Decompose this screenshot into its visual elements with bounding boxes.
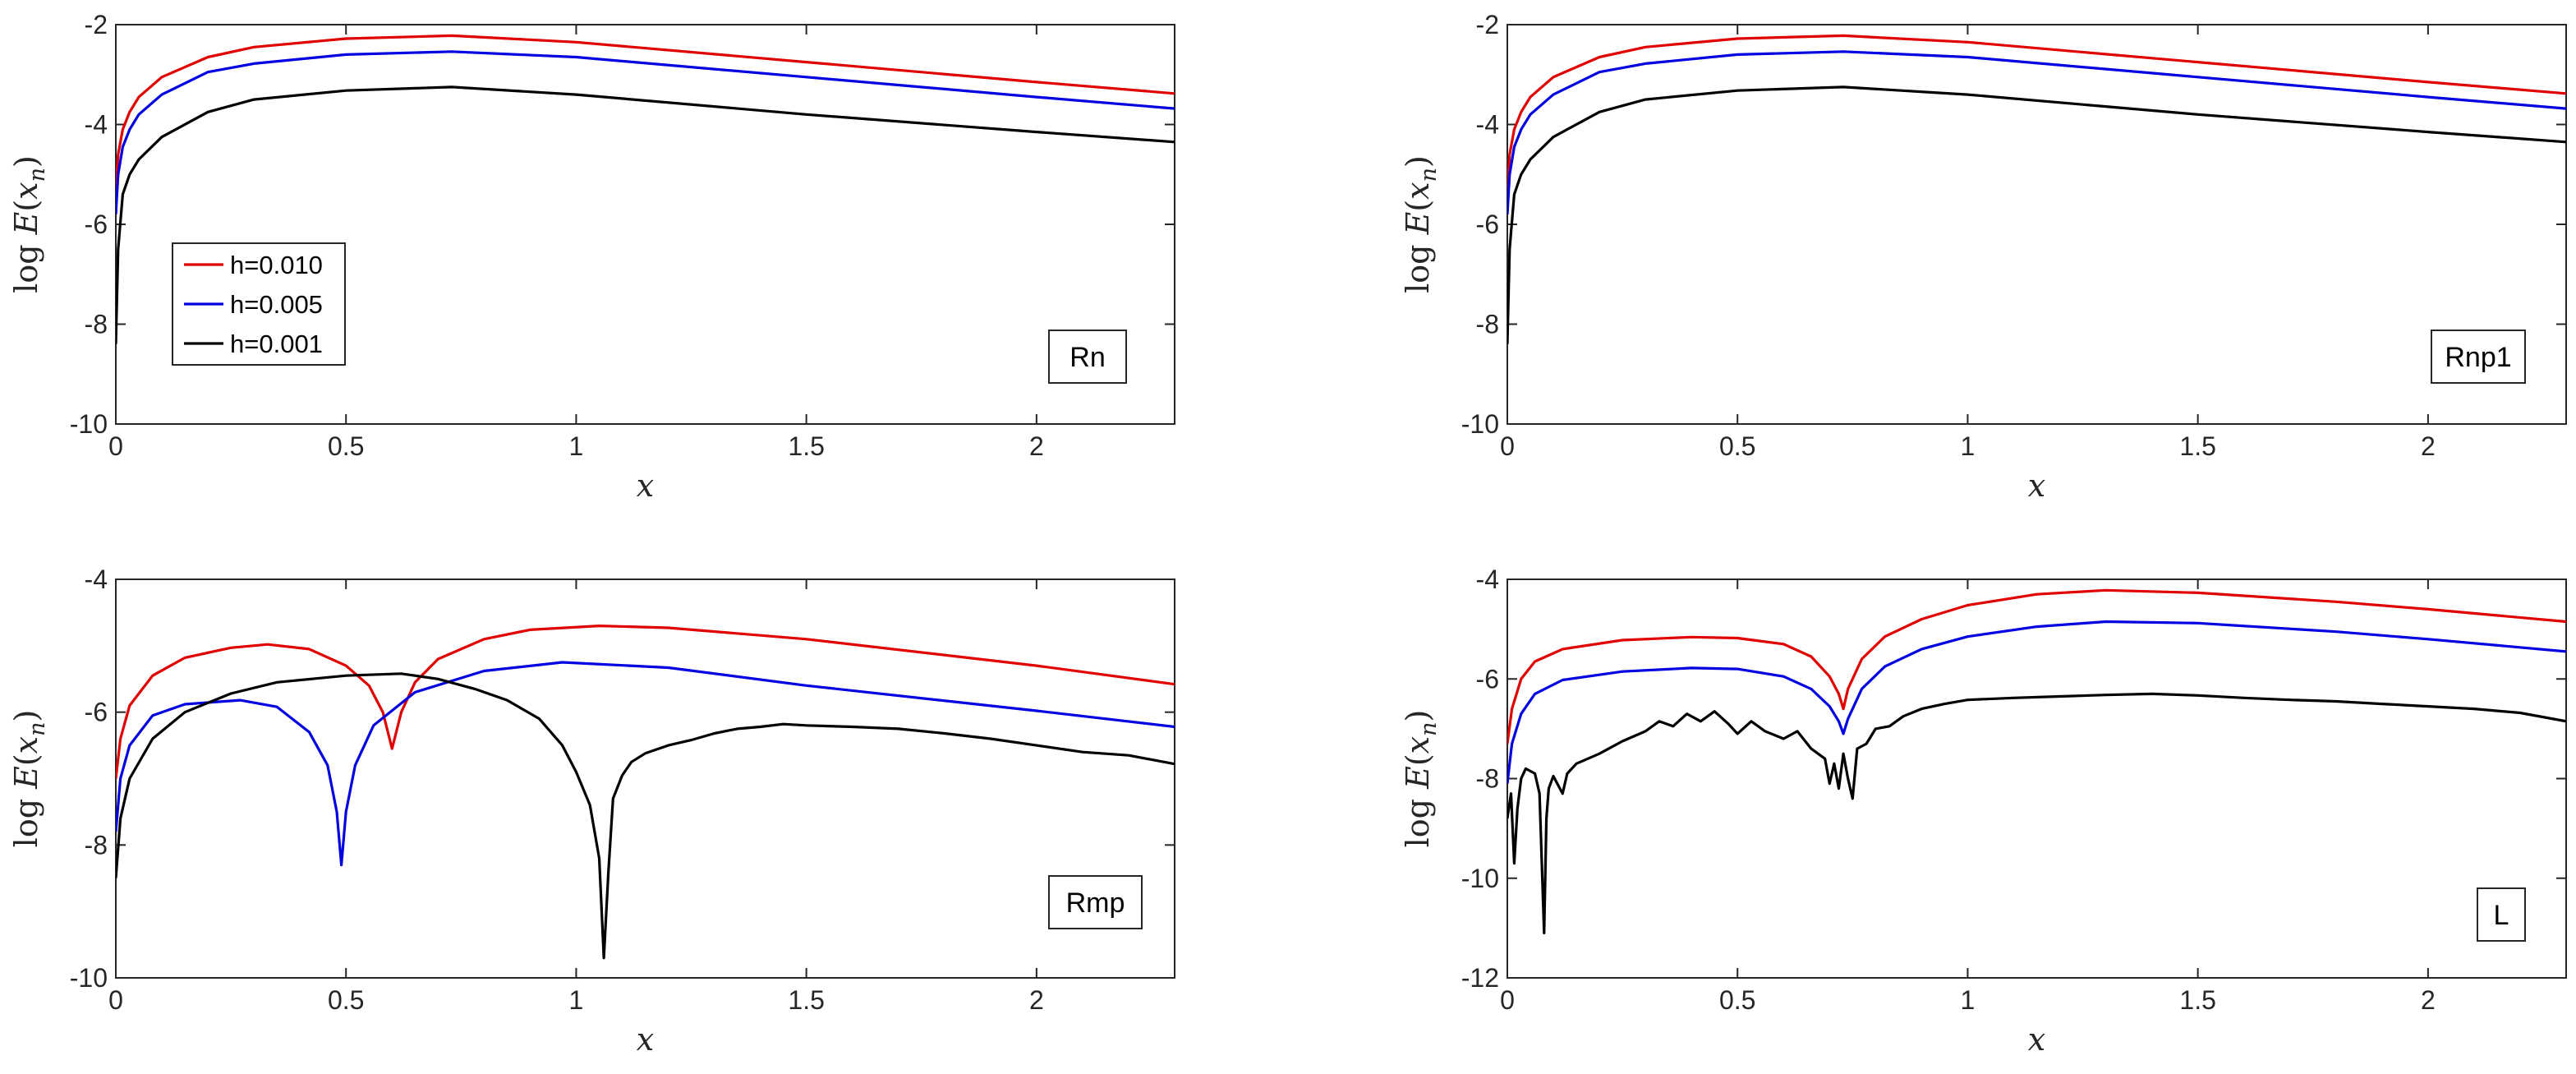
plot-area-frame	[1506, 24, 2567, 425]
series-group	[116, 625, 1175, 960]
y-tick-label: -10	[70, 963, 108, 993]
x-tick-label: 1.5	[788, 431, 824, 461]
y-tick-label: -8	[85, 310, 108, 339]
x-axis-label: x	[637, 468, 654, 504]
legend-label: h=0.005	[230, 290, 323, 319]
x-tick-label: 0.5	[328, 431, 364, 461]
y-tick-label: -4	[85, 110, 108, 140]
y-tick-label: -8	[1476, 310, 1499, 339]
x-tick-label: 0	[1500, 431, 1515, 461]
series-line-h=0.005	[116, 661, 1175, 867]
annotation-box	[1048, 330, 1127, 384]
y-tick-label: -4	[1476, 565, 1499, 594]
annotation-label: Rn	[1070, 342, 1105, 373]
legend-label: h=0.010	[230, 251, 323, 279]
x-tick-label: 1	[1961, 985, 1976, 1015]
panel-bottom-left: 0 0.5 1 1.5 2 -10 -8 -6 -4 x log E(xn) Rmp	[8, 565, 1175, 1058]
x-tick-label: 0	[108, 985, 123, 1015]
annotation-box	[2431, 330, 2526, 384]
y-tick-label: -8	[1476, 764, 1499, 794]
annotation-label: Rnp1	[2445, 342, 2511, 373]
legend-label: h=0.001	[230, 330, 323, 358]
series-group	[116, 34, 1175, 344]
annotation-box	[2477, 887, 2526, 942]
annotation-box	[1048, 875, 1143, 929]
series-line-h=0.005	[1507, 620, 2566, 784]
x-tick-label: 0	[108, 431, 123, 461]
series-line-h=0.010	[116, 625, 1175, 779]
x-tick-label: 2	[2421, 431, 2436, 461]
x-axis-label: x	[2028, 1021, 2045, 1058]
x-tick-label: 0	[1500, 985, 1515, 1015]
x-tick-label: 2	[1029, 985, 1044, 1015]
x-tick-label: 2	[2421, 985, 2436, 1015]
x-tick-label: 2	[1029, 431, 1044, 461]
series-line-h=0.005	[116, 50, 1175, 214]
x-tick-label: 1.5	[2179, 431, 2215, 461]
x-tick-label: 1	[569, 431, 584, 461]
series-line-h=0.001	[1507, 85, 2566, 344]
y-tick-label: -8	[85, 830, 108, 860]
y-axis-label: log E(xn)	[1400, 155, 1442, 293]
y-tick-label: -10	[70, 409, 108, 439]
x-axis-label: x	[637, 1021, 654, 1058]
y-tick-label: -4	[1476, 110, 1499, 140]
x-tick-label: 1.5	[2179, 985, 2215, 1015]
series-line-h=0.010	[116, 34, 1175, 190]
y-tick-label: -12	[1461, 963, 1499, 993]
panel-top-left: 0 0.5 1 1.5 2 -10 -8 -6 -4 -2 x log E(xn) Rn h=0.010 h…	[8, 10, 1175, 504]
y-tick-label: -6	[85, 210, 108, 239]
panel-top-right: 0 0.5 1 1.5 2 -10 -8 -6 -4 -2 x log E(xn) Rnp1	[1400, 10, 2567, 504]
y-axis-label: log E(xn)	[8, 710, 50, 848]
series-line-h=0.001	[1507, 692, 2566, 934]
series-line-h=0.010	[1507, 588, 2566, 744]
y-tick-label: -4	[85, 565, 108, 594]
y-tick-label: -10	[1461, 864, 1499, 893]
annotation-label: L	[2494, 900, 2509, 931]
y-tick-label: -6	[1476, 664, 1499, 694]
x-tick-label: 1	[569, 985, 584, 1015]
y-tick-label: -2	[1476, 10, 1499, 39]
series-group	[1507, 588, 2566, 934]
x-tick-label: 0.5	[328, 985, 364, 1015]
y-axis-label: log E(xn)	[8, 155, 50, 293]
series-group	[1507, 34, 2566, 344]
x-tick-label: 0.5	[1719, 985, 1755, 1015]
series-line-h=0.010	[1507, 34, 2566, 190]
y-tick-label: -6	[1476, 210, 1499, 239]
x-tick-label: 1.5	[788, 985, 824, 1015]
panel-bottom-right: 0 0.5 1 1.5 2 -12 -10 -8 -6 -4 x log E(xn) L	[1400, 565, 2567, 1058]
plot-area-frame	[115, 578, 1175, 979]
y-tick-label: -2	[85, 10, 108, 39]
annotation-label: Rmp	[1066, 887, 1125, 919]
x-tick-label: 0.5	[1719, 431, 1755, 461]
y-tick-label: -10	[1461, 409, 1499, 439]
y-tick-label: -6	[85, 698, 108, 727]
series-line-h=0.001	[116, 672, 1175, 960]
x-tick-label: 1	[1961, 431, 1976, 461]
series-line-h=0.001	[116, 85, 1175, 344]
x-axis-label: x	[2028, 468, 2045, 504]
y-axis-label: log E(xn)	[1400, 710, 1442, 848]
series-line-h=0.005	[1507, 50, 2566, 214]
